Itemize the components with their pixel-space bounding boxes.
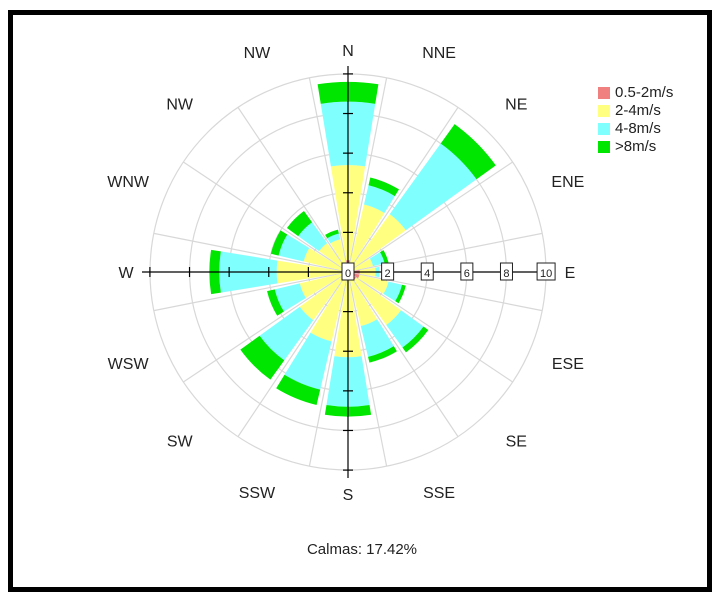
legend-item-3: >8m/s: [598, 138, 673, 156]
sector-ese-series-3: [395, 284, 406, 304]
legend-item-1: 2-4m/s: [598, 102, 673, 120]
direction-label-nw: NW: [244, 45, 272, 62]
sector-ssw-series-3: [276, 374, 321, 406]
sector-wsw-series-1: [299, 272, 347, 299]
tick-box-8: [499, 262, 513, 281]
sector-sw-series-2: [259, 306, 314, 361]
wind-sectors: [209, 81, 496, 417]
sector-nne-series-2: [363, 185, 395, 214]
legend-label-0: 0.5-2m/s: [615, 84, 674, 101]
sector-nw-series-1: [330, 239, 348, 269]
sector-wnw-series-2: [278, 234, 310, 262]
sector-sse-series-1: [349, 278, 378, 326]
grid-spoke: [237, 276, 346, 437]
direction-label-s: S: [343, 487, 354, 504]
sector-ne-series-3: [440, 124, 496, 180]
sector-nne-series-1: [349, 204, 385, 267]
direction-label-wsw: WSW: [108, 356, 150, 373]
sector-sse-series-2: [360, 319, 394, 357]
sector-ne-series-2: [389, 143, 477, 231]
sector-ssw-series-1: [310, 275, 348, 342]
direction-label-ne: NE: [505, 97, 527, 114]
sector-ene-series-2: [369, 252, 385, 267]
grid-spoke: [308, 77, 348, 267]
tick-box-10: [536, 262, 556, 281]
tick-box-4: [420, 262, 434, 281]
sector-wsw-series-2: [274, 283, 306, 312]
sector-nw-series-2: [327, 233, 341, 244]
sector-ese-series-2: [383, 281, 402, 302]
legend-swatch-2: [598, 123, 610, 135]
sector-se-series-1: [353, 277, 402, 326]
grid-spoke: [350, 276, 459, 437]
direction-label-e: E: [565, 265, 576, 282]
grid-spoke: [352, 161, 513, 270]
tick-box-2: [381, 262, 395, 281]
tick-label-2: 2: [385, 268, 391, 280]
sector-nw-series-2: [298, 222, 328, 252]
grid-spoke: [153, 232, 343, 272]
sector-sw-series-1: [299, 273, 347, 321]
legend: 0.5-2m/s 2-4m/s 4-8m/s >8m/s: [598, 84, 673, 156]
sector-ene-series-1: [353, 258, 374, 271]
calmas-label: Calmas: 17.42%: [306, 541, 418, 558]
direction-label-ene: ENE: [551, 174, 584, 191]
radial-tick-labels: 0 2 4 6 8 10: [341, 262, 556, 281]
grid-spoke: [153, 272, 343, 312]
legend-swatch-3: [598, 141, 610, 153]
tick-label-10: 10: [540, 268, 552, 280]
tick-label-4: 4: [424, 268, 430, 280]
grid-spoke: [348, 277, 388, 467]
grid-spoke: [350, 107, 459, 268]
direction-label-n: N: [342, 43, 354, 60]
legend-item-2: 4-8m/s: [598, 120, 673, 138]
sector-nw-series-3: [325, 229, 339, 239]
legend-swatch-1: [598, 105, 610, 117]
sector-ese-series-1: [358, 274, 389, 294]
grid-spoke: [352, 274, 513, 383]
tick-label-6: 6: [464, 268, 470, 280]
tick-label-8: 8: [503, 268, 509, 280]
direction-label-w: W: [118, 265, 134, 282]
direction-label-nne: NNE: [422, 45, 456, 62]
legend-label-1: 2-4m/s: [615, 102, 661, 119]
tick-label-0: 0: [345, 268, 351, 280]
sector-ene-series-3: [380, 250, 389, 264]
direction-label-ese: ESE: [552, 356, 584, 373]
sector-sse-series-3: [368, 346, 397, 363]
sector-nne-series-3: [368, 177, 400, 197]
sector-wnw-series-3: [270, 230, 288, 256]
legend-swatch-0: [598, 87, 610, 99]
direction-label-sw: SW: [167, 433, 194, 450]
sector-sw-series-3: [240, 335, 285, 380]
grid-spoke: [237, 107, 346, 268]
grid-spoke: [183, 161, 344, 270]
direction-label-sse: SSE: [423, 485, 455, 502]
sector-ne-series-1: [350, 214, 406, 270]
legend-item-0: 0.5-2m/s: [598, 84, 673, 102]
sector-se-series-3: [402, 326, 429, 353]
legend-label-2: 4-8m/s: [615, 120, 661, 137]
sector-ssw-series-2: [284, 332, 332, 390]
sector-nw-series-1: [319, 243, 347, 271]
direction-label-wnw: WNW: [107, 174, 150, 191]
sector-se-series-2: [386, 310, 424, 348]
direction-label-nw: NW: [166, 97, 194, 114]
tick-box-6: [460, 262, 474, 281]
sector-wsw-series-3: [267, 289, 284, 316]
grid-spoke: [183, 274, 344, 383]
direction-label-se: SE: [506, 433, 527, 450]
legend-label-3: >8m/s: [615, 138, 657, 155]
direction-label-ssw: SSW: [239, 485, 276, 502]
grid-spoke: [348, 77, 388, 267]
direction-labels: N NNE NE ENE E ESE SE SSE S SSW SW WSW W WNW NW NW: [107, 43, 584, 504]
sector-wnw-series-1: [303, 248, 347, 272]
grid-spoke: [308, 277, 348, 467]
tick-box-0: [341, 262, 355, 281]
sector-nw-series-3: [286, 210, 313, 237]
